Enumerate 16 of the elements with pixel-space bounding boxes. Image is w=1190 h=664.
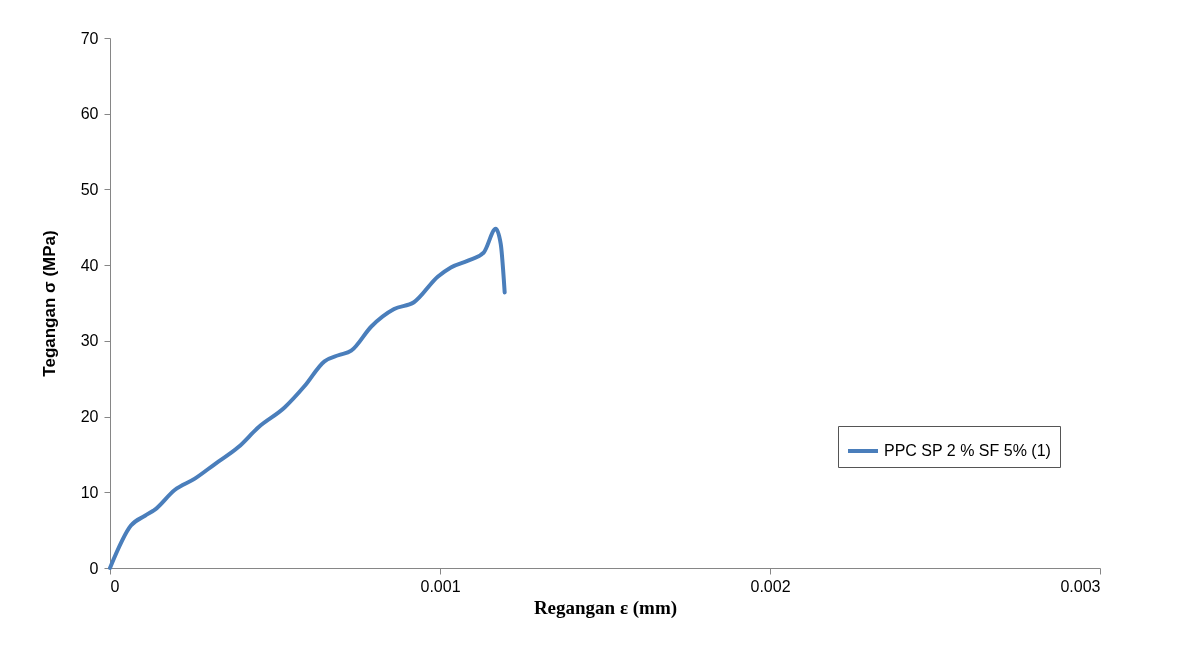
y-axis-title: Tegangan σ (MPa) (39, 230, 59, 377)
y-tick-label: 10 (80, 483, 99, 501)
y-tick-label: 20 (80, 408, 99, 426)
x-tick-label: 0.003 (1060, 577, 1101, 595)
legend-label: PPC SP 2 % SF 5% (1) (884, 442, 1051, 459)
y-tick-label: 70 (80, 29, 99, 47)
y-tick-label: 50 (80, 180, 99, 198)
y-tick-label: 30 (80, 332, 99, 350)
y-tick-label: 0 (89, 559, 99, 577)
y-tick-label: 40 (80, 256, 99, 274)
x-tick-label: 0.002 (750, 577, 791, 595)
x-axis-title: Regangan ε (mm) (533, 596, 678, 619)
x-tick-label: 0.001 (420, 577, 461, 595)
x-tick-label: 0 (110, 577, 120, 595)
y-tick-label: 60 (80, 105, 99, 123)
line-series (108, 226, 507, 570)
